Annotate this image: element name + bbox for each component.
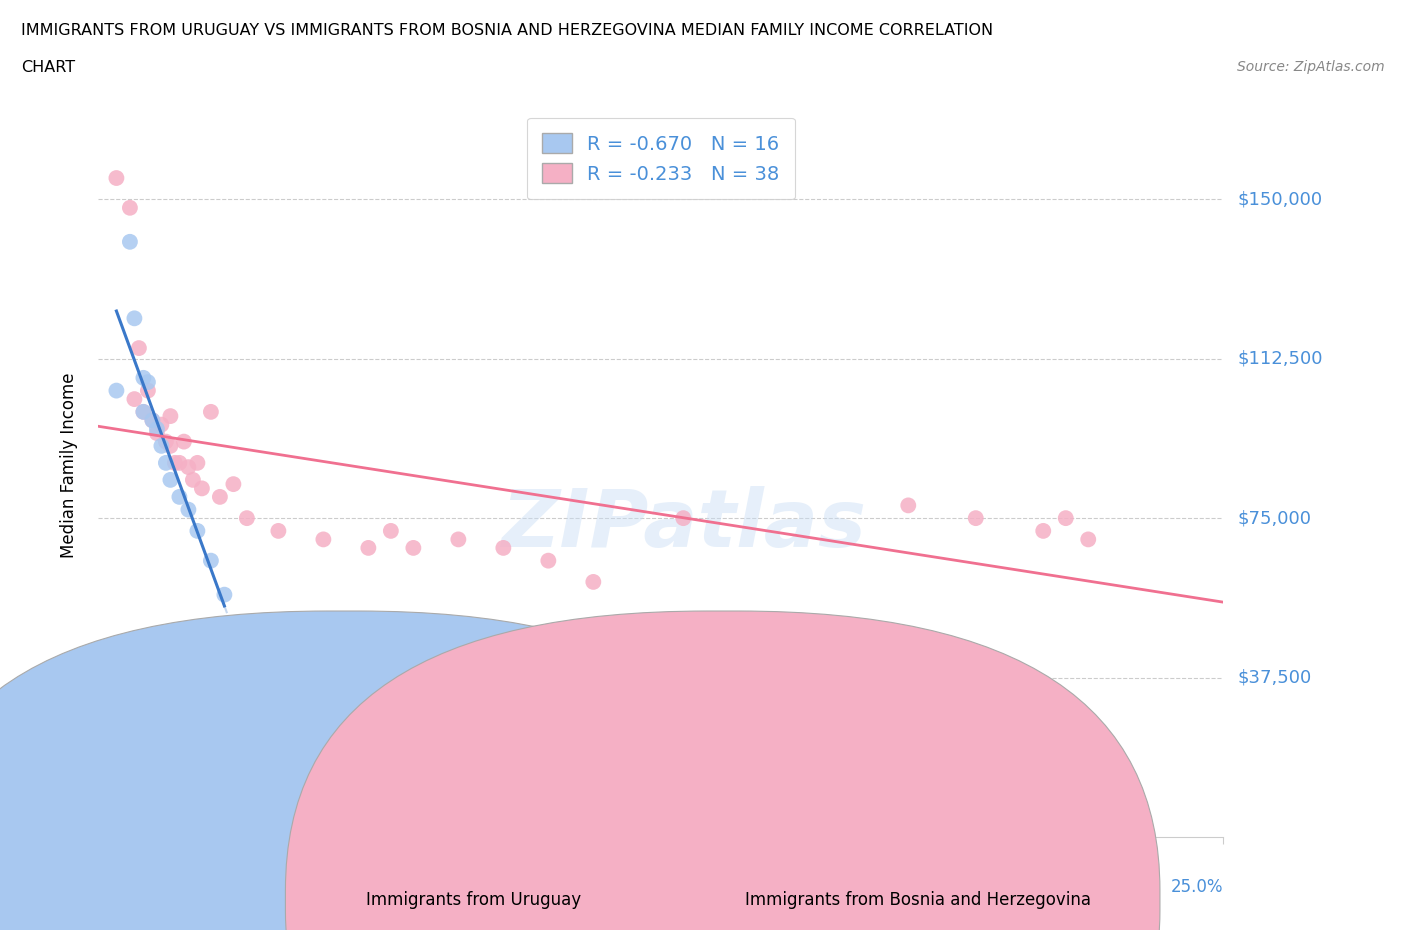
- Point: [492, 540, 515, 555]
- Text: Immigrants from Uruguay: Immigrants from Uruguay: [366, 891, 581, 910]
- Point: [177, 502, 200, 517]
- Point: [128, 340, 150, 355]
- Point: [146, 426, 169, 441]
- Text: $150,000: $150,000: [1237, 191, 1322, 208]
- Point: [191, 481, 214, 496]
- Point: [132, 405, 155, 419]
- Point: [357, 540, 380, 555]
- Point: [118, 234, 141, 249]
- Point: [124, 311, 146, 325]
- Point: [181, 472, 204, 487]
- Point: [1077, 532, 1099, 547]
- Point: [146, 421, 169, 436]
- Point: [672, 511, 695, 525]
- FancyBboxPatch shape: [0, 611, 780, 930]
- Text: 0.0%: 0.0%: [98, 878, 141, 896]
- Point: [169, 456, 191, 471]
- Point: [124, 392, 146, 406]
- Point: [537, 553, 560, 568]
- Point: [200, 553, 222, 568]
- Text: $75,000: $75,000: [1237, 509, 1312, 527]
- Point: [163, 456, 186, 471]
- Point: [136, 383, 159, 398]
- Legend: R = -0.670   N = 16, R = -0.233   N = 38: R = -0.670 N = 16, R = -0.233 N = 38: [527, 117, 794, 200]
- Point: [1054, 511, 1077, 525]
- Point: [105, 170, 128, 185]
- Text: 25.0%: 25.0%: [1171, 878, 1223, 896]
- Point: [159, 408, 181, 423]
- Point: [177, 459, 200, 474]
- Point: [159, 472, 181, 487]
- Point: [186, 524, 208, 538]
- Point: [402, 540, 425, 555]
- FancyBboxPatch shape: [285, 611, 1160, 930]
- Point: [118, 200, 141, 215]
- Text: Source: ZipAtlas.com: Source: ZipAtlas.com: [1237, 60, 1385, 74]
- Point: [236, 511, 259, 525]
- Text: IMMIGRANTS FROM URUGUAY VS IMMIGRANTS FROM BOSNIA AND HERZEGOVINA MEDIAN FAMILY : IMMIGRANTS FROM URUGUAY VS IMMIGRANTS FR…: [21, 23, 993, 38]
- Point: [150, 418, 173, 432]
- Point: [150, 438, 173, 453]
- Point: [141, 413, 163, 428]
- Point: [897, 498, 920, 512]
- Point: [132, 370, 155, 385]
- Point: [214, 587, 236, 602]
- Point: [155, 434, 177, 449]
- Point: [132, 405, 155, 419]
- Point: [312, 532, 335, 547]
- Point: [208, 489, 231, 504]
- Text: ZIPatlas: ZIPatlas: [501, 485, 866, 564]
- Point: [447, 532, 470, 547]
- Text: $37,500: $37,500: [1237, 669, 1312, 686]
- Point: [267, 524, 290, 538]
- Point: [169, 489, 191, 504]
- Point: [222, 477, 245, 492]
- Text: Immigrants from Bosnia and Herzegovina: Immigrants from Bosnia and Herzegovina: [745, 891, 1091, 910]
- Point: [186, 456, 208, 471]
- Text: CHART: CHART: [21, 60, 75, 75]
- Point: [173, 434, 195, 449]
- Point: [105, 383, 128, 398]
- Point: [141, 413, 163, 428]
- Point: [965, 511, 987, 525]
- Point: [200, 405, 222, 419]
- Text: $112,500: $112,500: [1237, 350, 1323, 367]
- Point: [159, 438, 181, 453]
- Point: [380, 524, 402, 538]
- Point: [582, 575, 605, 590]
- Point: [1032, 524, 1054, 538]
- Point: [136, 375, 159, 390]
- Y-axis label: Median Family Income: Median Family Income: [59, 372, 77, 558]
- Point: [155, 456, 177, 471]
